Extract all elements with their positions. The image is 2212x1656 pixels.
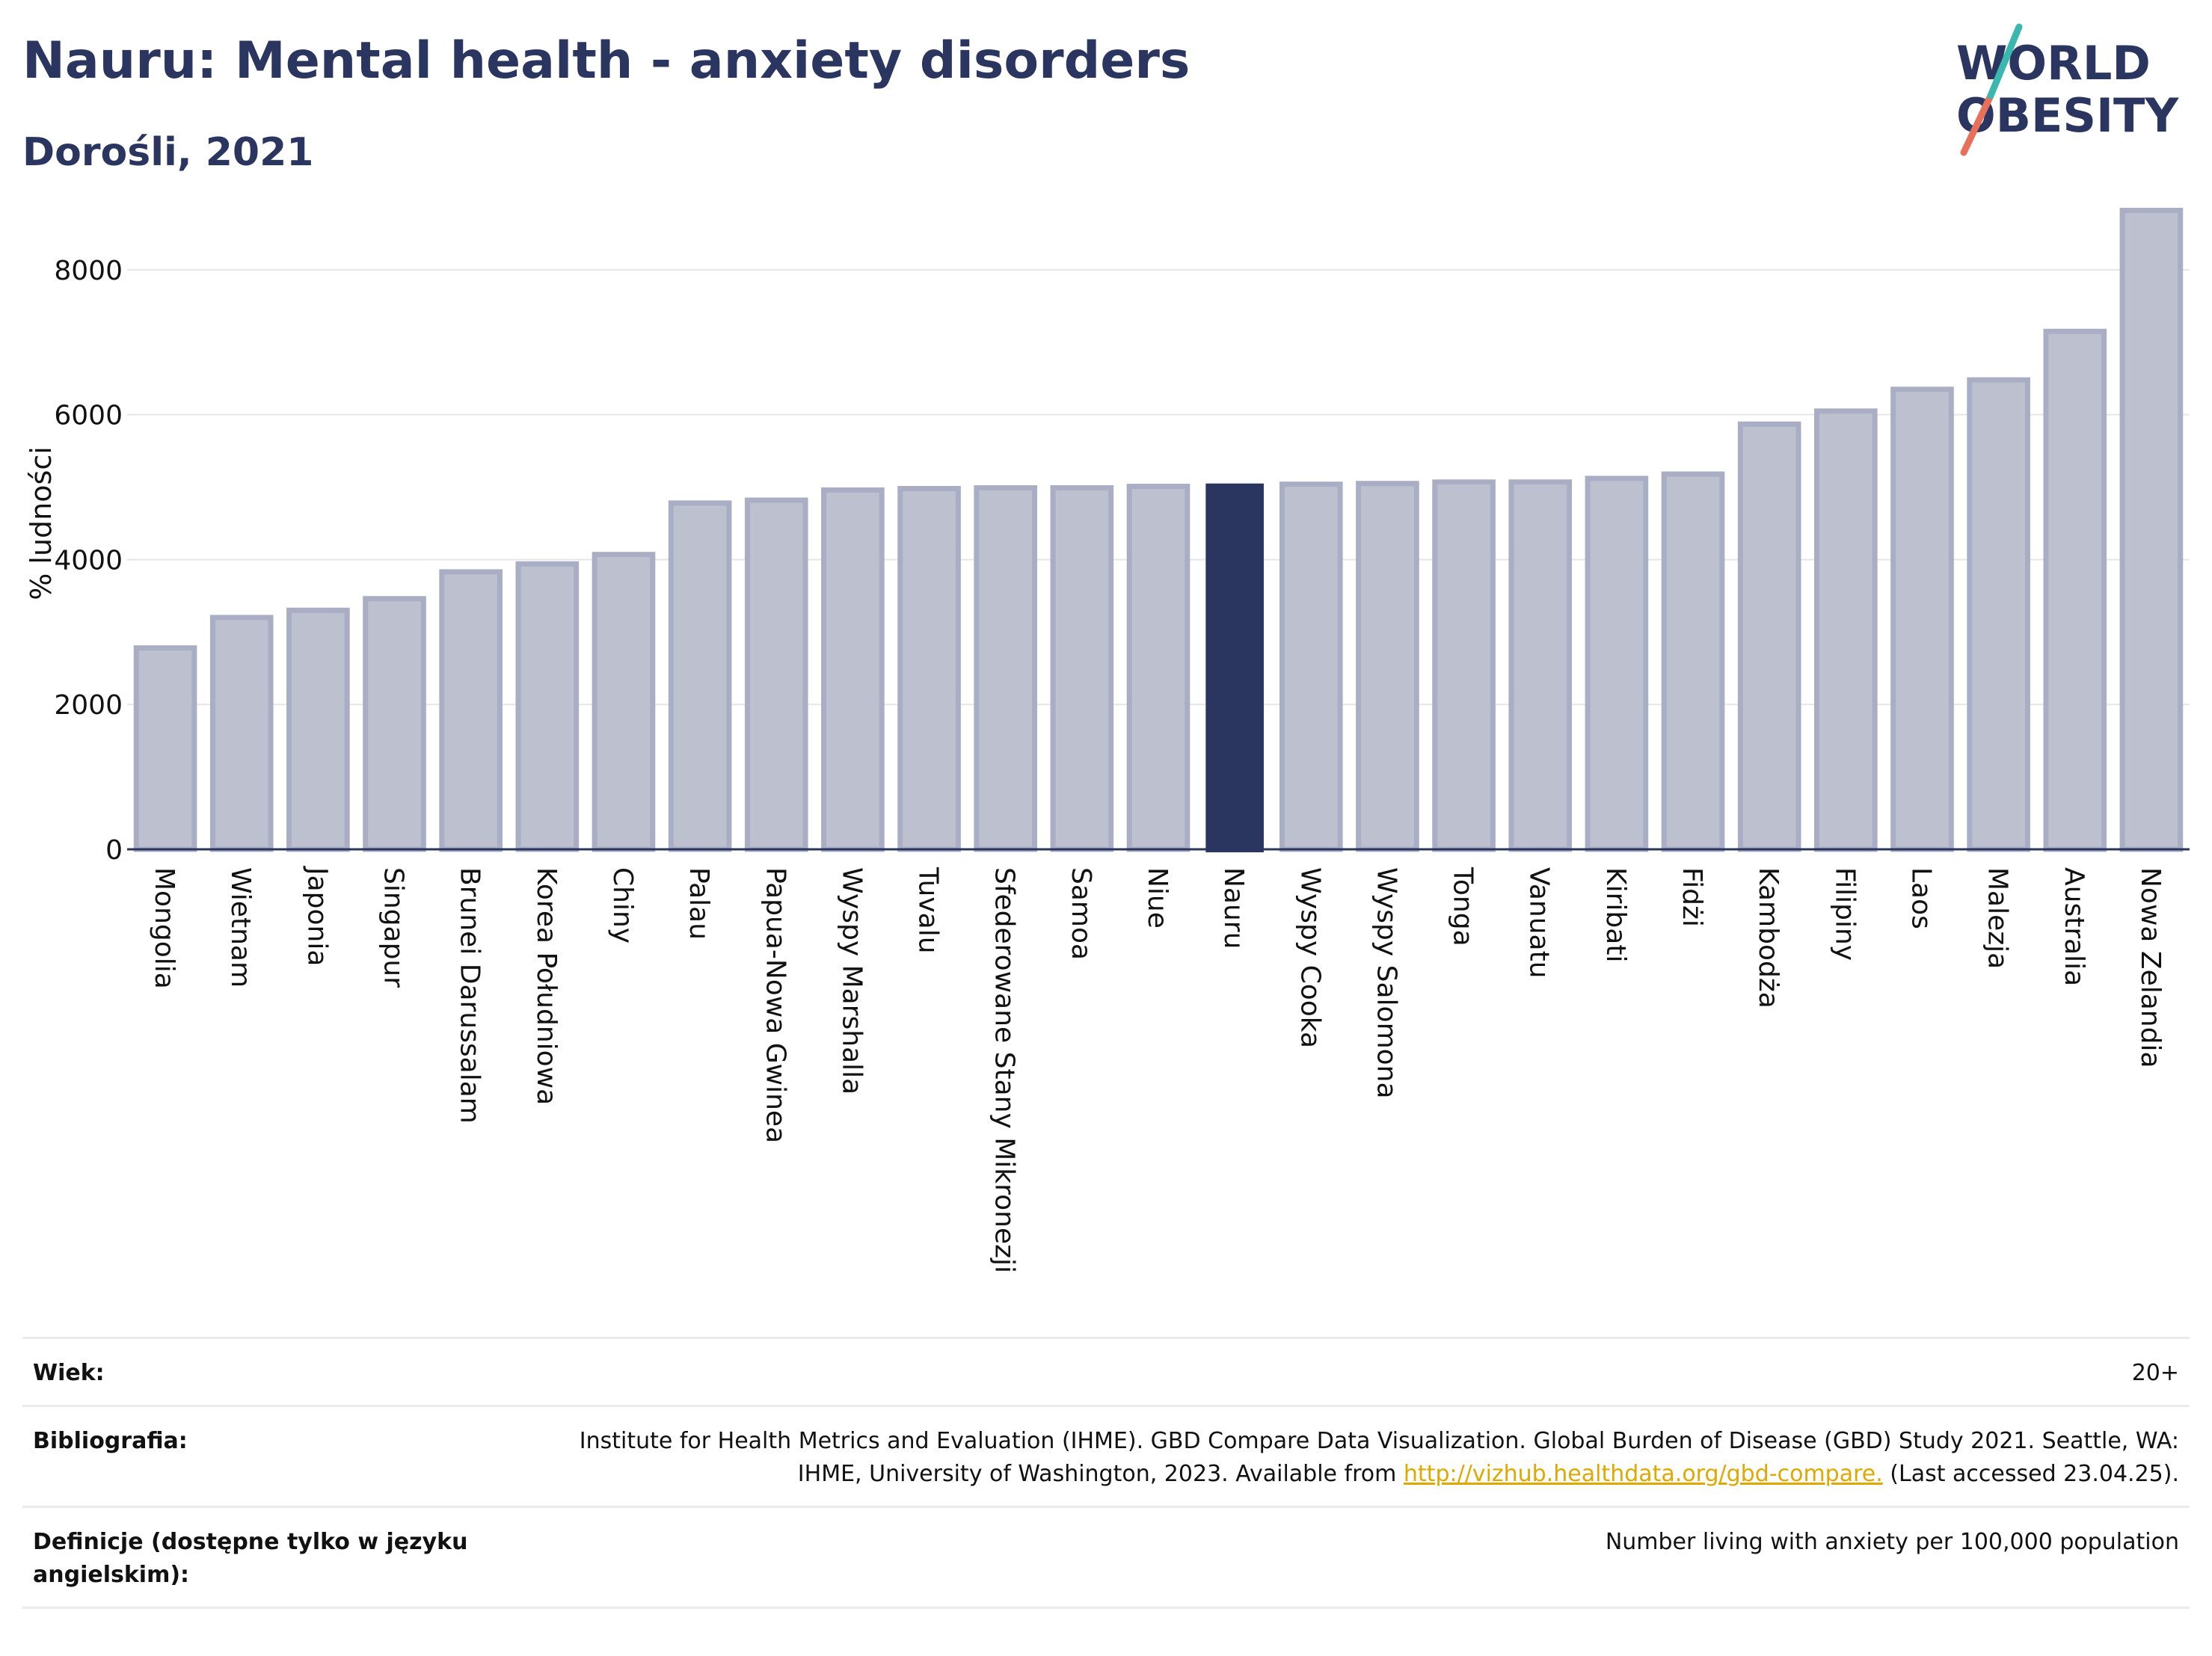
y-tick-label: 2000 [54, 690, 123, 721]
x-tick-label: Tuvalu [913, 867, 944, 954]
x-tick-label: Korea Południowa [531, 867, 562, 1105]
logo-slash-teal [1987, 23, 2023, 99]
chart-title: Nauru: Mental health - anxiety disorders [22, 31, 1191, 90]
x-tick-label: Brunei Darussalam [455, 867, 485, 1124]
bar [209, 615, 274, 852]
bar [1508, 479, 1573, 852]
bar [1050, 485, 1114, 852]
x-tick-label: Japonia [301, 866, 332, 966]
bar [439, 569, 503, 852]
bar [897, 485, 961, 852]
bar [1585, 475, 1649, 852]
meta-row-definitions: Definicje (dostępne tylko w języku angie… [22, 1506, 2190, 1609]
bar [974, 485, 1038, 852]
bar [515, 561, 580, 852]
x-tick-label: Kiribati [1600, 867, 1631, 962]
bar [1279, 481, 1343, 852]
y-axis-label: % ludności [25, 446, 58, 600]
bar [1126, 484, 1191, 852]
bar [1890, 387, 1954, 852]
bar [1432, 479, 1496, 852]
x-tick-labels: Mongolia Wietnam Japonia Singapur Brunei Dar… [149, 866, 2166, 1273]
y-tick-label: 4000 [54, 545, 123, 576]
bar-chart: 0 2000 4000 6000 8000 Mongolia Wietnam Japonia… [25, 207, 2190, 1273]
x-tick-label: Palau [683, 867, 714, 940]
bars [133, 207, 2184, 852]
bibliography-text-end: (Last accessed 23.04.25). [1882, 1461, 2179, 1487]
x-tick-label: Singapur [378, 867, 409, 988]
bar [1205, 483, 1264, 852]
meta-value-definitions: Number living with anxiety per 100,000 p… [1605, 1529, 2179, 1555]
bar [1737, 421, 1801, 852]
logo-slash-red [1960, 92, 1994, 156]
x-tick-label: Kambodża [1753, 867, 1784, 1009]
meta-label-definitions: Definicje (dostępne tylko w języku angie… [33, 1529, 468, 1588]
bar [1967, 377, 2030, 852]
bar [821, 487, 885, 852]
bar [1661, 471, 1725, 852]
logo-line1: WORLD [1956, 36, 2151, 90]
x-tick-label: Wyspy Cooka [1294, 867, 1325, 1048]
x-tick-label: Wyspy Salomona [1371, 867, 1401, 1099]
bar [1356, 481, 1419, 852]
metadata-table: Wiek: 20+ Bibliografia: Institute for He… [22, 1337, 2190, 1609]
x-tick-label: Wyspy Marshalla [836, 867, 867, 1095]
x-tick-label: Nowa Zelandia [2135, 867, 2166, 1068]
x-tick-label: Papua-Nowa Gwinea [760, 867, 790, 1143]
x-tick-label: Samoa [1066, 867, 1096, 960]
meta-value-age: 20+ [2131, 1360, 2179, 1386]
bibliography-text: Institute for Health Metrics and Evaluat… [579, 1428, 2179, 1487]
bar [2119, 207, 2184, 852]
y-tick-label: 8000 [54, 256, 123, 286]
meta-row-age: Wiek: 20+ [22, 1337, 2190, 1405]
y-tick-label: 0 [105, 835, 123, 866]
bibliography-link[interactable]: http://vizhub.healthdata.org/gbd-compare… [1403, 1461, 1883, 1487]
meta-label-age: Wiek: [33, 1360, 105, 1386]
x-tick-label: Australia [2059, 867, 2089, 986]
x-tick-label: Vanuatu [1524, 867, 1555, 979]
x-tick-label: Filipiny [1829, 867, 1860, 961]
bar [363, 596, 426, 852]
bar [133, 645, 197, 852]
x-tick-label: Laos [1905, 867, 1936, 929]
meta-label-bibliography: Bibliografia: [33, 1428, 188, 1454]
y-tick-label: 6000 [54, 401, 123, 431]
x-tick-label: Malezja [1982, 867, 2013, 969]
x-tick-label: Niue [1142, 867, 1173, 929]
bar [744, 497, 808, 852]
bar [286, 607, 350, 852]
x-tick-label: Nauru [1218, 867, 1249, 949]
y-tick-labels: 0 2000 4000 6000 8000 [54, 256, 123, 866]
bar [668, 500, 732, 852]
x-tick-label: Fidżi [1677, 867, 1707, 927]
x-tick-label: Mongolia [149, 867, 179, 989]
meta-row-bibliography: Bibliografia: Institute for Health Metri… [22, 1405, 2190, 1506]
x-tick-label: Wietnam [225, 867, 256, 988]
world-obesity-logo: WORLD OBESITY [1956, 23, 2179, 156]
bar [592, 552, 656, 852]
x-tick-label: Tonga [1448, 867, 1478, 946]
bar [2043, 328, 2107, 852]
meta-value-bibliography: Institute for Health Metrics and Evaluat… [497, 1425, 2179, 1491]
x-tick-label: Sfederowane Stany Mikronezji [989, 867, 1020, 1273]
chart-subtitle: Dorośli, 2021 [22, 130, 314, 175]
x-tick-label: Chiny [607, 867, 638, 944]
bar [1814, 408, 1878, 852]
